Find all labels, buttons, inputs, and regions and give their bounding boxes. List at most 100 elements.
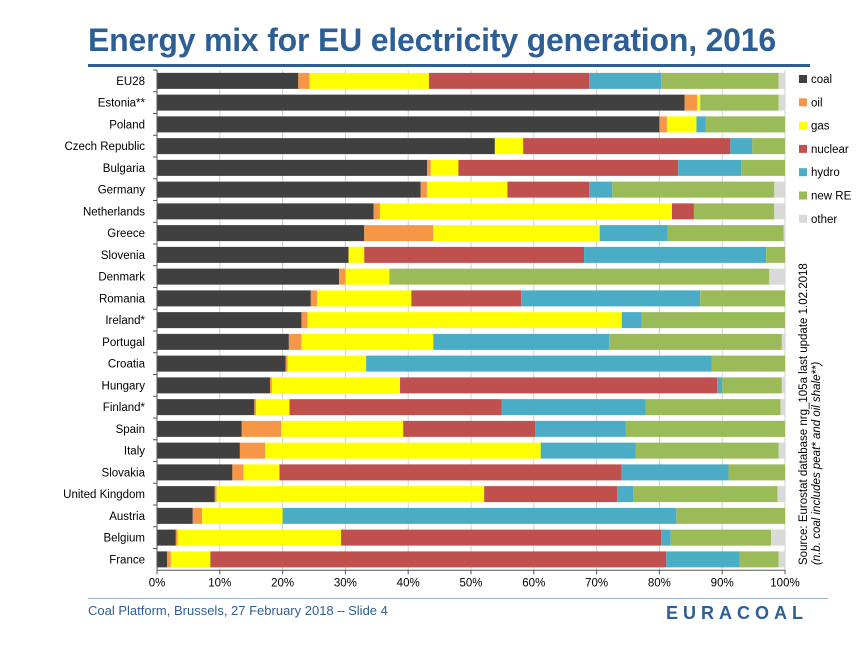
bar-segment-other	[774, 203, 785, 220]
bar-segment-new-re	[609, 333, 782, 350]
bar-segment-new-re	[693, 203, 775, 220]
source-note: Source: Eurostat database nrg_105a last …	[798, 263, 824, 565]
bar-segment-hydro	[717, 377, 723, 394]
legend-swatch-gas	[799, 121, 807, 130]
legend-label: other	[811, 214, 837, 226]
bar-segment-hydro	[433, 333, 610, 350]
bar-segment-coal	[157, 116, 660, 133]
bar-segment-nuclear	[484, 486, 618, 503]
x-tick-labels: 0% 10% 20% 30% 40% 50% 60% 70% 80% 90% 100%	[149, 577, 800, 589]
bar-segment-coal	[157, 377, 271, 394]
bar-segment-new-re	[711, 355, 785, 372]
axes	[153, 69, 786, 575]
category-label: Bulgaria	[103, 163, 146, 175]
bar-segment-nuclear	[671, 203, 694, 220]
bar-segment-hydro	[521, 290, 701, 307]
bar-segment-gas	[301, 333, 434, 350]
bar-segment-oil	[659, 116, 667, 133]
legend-swatch-oil	[799, 98, 807, 107]
legend: coal oil gas nuclear hydro new RE other	[799, 74, 852, 226]
legend-label: nuclear	[811, 144, 849, 156]
bar-segment-oil	[364, 225, 434, 242]
bar-segment-oil	[214, 486, 217, 503]
bar-segment-new-re	[739, 551, 779, 568]
category-label: Denmark	[98, 272, 145, 284]
footer-divider	[88, 598, 828, 599]
bar-segment-hydro	[621, 464, 729, 481]
bar-segment-nuclear	[403, 420, 536, 437]
category-label: Croatia	[108, 359, 146, 371]
bar-segment-new-re	[612, 181, 775, 198]
bar-segment-nuclear	[428, 72, 590, 89]
bar-segment-gas	[202, 507, 283, 524]
x-tick-label: 60%	[522, 577, 545, 589]
bar-segment-gas	[345, 268, 390, 285]
bar-segment-other	[780, 399, 785, 416]
bar-segment-coal	[157, 507, 193, 524]
chart-title: Energy mix for EU electricity generation…	[88, 22, 776, 58]
bar-segment-gas	[243, 464, 280, 481]
bar-segment-other	[778, 442, 785, 459]
bar-segment-hydro	[501, 399, 646, 416]
legend-swatch-coal	[799, 75, 807, 83]
bar-segment-oil	[167, 551, 171, 568]
bar-segment-oil	[288, 333, 302, 350]
bar-segment-coal	[157, 442, 240, 459]
bar-segment-coal	[157, 529, 176, 546]
source-footnote: (n.b. coal includes peat* and oil shale*…	[811, 361, 823, 565]
bar-segment-new-re	[700, 290, 785, 307]
bar-segment-oil	[270, 377, 272, 394]
legend-swatch-nuclear	[799, 144, 807, 153]
bar-segment-coal	[157, 181, 421, 198]
bar-segment-nuclear	[458, 159, 679, 176]
bar-segment-other	[778, 94, 785, 111]
source-line: Source: Eurostat database nrg_105a last …	[798, 263, 810, 565]
bar-segment-coal	[157, 72, 299, 89]
bar-segment-oil	[241, 420, 282, 437]
bar-segment-new-re	[752, 138, 785, 155]
bar-segment-hydro	[589, 181, 613, 198]
bar-segment-coal	[157, 225, 365, 242]
x-tick-label: 20%	[271, 577, 294, 589]
bar-segment-new-re	[728, 464, 785, 481]
category-label: Finland*	[103, 402, 146, 414]
legend-swatch-new-re	[799, 191, 807, 200]
category-label: Poland	[109, 119, 145, 131]
bar-segment-new-re	[645, 399, 781, 416]
bar-segment-oil	[420, 181, 428, 198]
category-label: United Kingdom	[63, 489, 145, 501]
legend-label: hydro	[811, 167, 840, 179]
euracoal-logo: EURACOAL	[666, 603, 808, 623]
bar-segment-new-re	[741, 159, 785, 176]
legend-label: new RE	[811, 191, 852, 203]
legend-label: oil	[811, 97, 823, 109]
bar-segment-gas	[256, 399, 290, 416]
bar-segment-gas	[379, 203, 672, 220]
bar-segment-other	[774, 181, 785, 198]
bar-segment-gas	[287, 355, 367, 372]
footer-text: Coal Platform, Brussels, 27 February 201…	[88, 603, 388, 618]
bar-segment-nuclear	[364, 246, 585, 263]
bar-segment-oil	[301, 312, 308, 329]
x-tick-label: 10%	[208, 577, 231, 589]
bar-segment-gas	[281, 420, 404, 437]
category-label: Estonia**	[98, 98, 146, 110]
bar-segment-gas	[666, 116, 697, 133]
bar-segment-hydro	[366, 355, 712, 372]
bar-segment-new-re	[633, 486, 778, 503]
bar-segment-gas	[348, 246, 365, 263]
category-label: Netherlands	[83, 206, 145, 218]
bar-segment-nuclear	[210, 551, 667, 568]
bar-segment-hydro	[696, 116, 706, 133]
bar-segment-coal	[157, 464, 233, 481]
bar-segment-gas	[265, 442, 541, 459]
x-tick-label: 90%	[711, 577, 734, 589]
x-tick-label: 0%	[149, 577, 166, 589]
bar-segment-nuclear	[507, 181, 590, 198]
bar-segment-oil	[427, 159, 431, 176]
bar-segment-other	[783, 225, 785, 242]
category-label: Germany	[98, 185, 146, 197]
bar-segment-new-re	[635, 442, 779, 459]
category-label: Romania	[99, 293, 146, 305]
category-label: EU28	[116, 76, 145, 88]
